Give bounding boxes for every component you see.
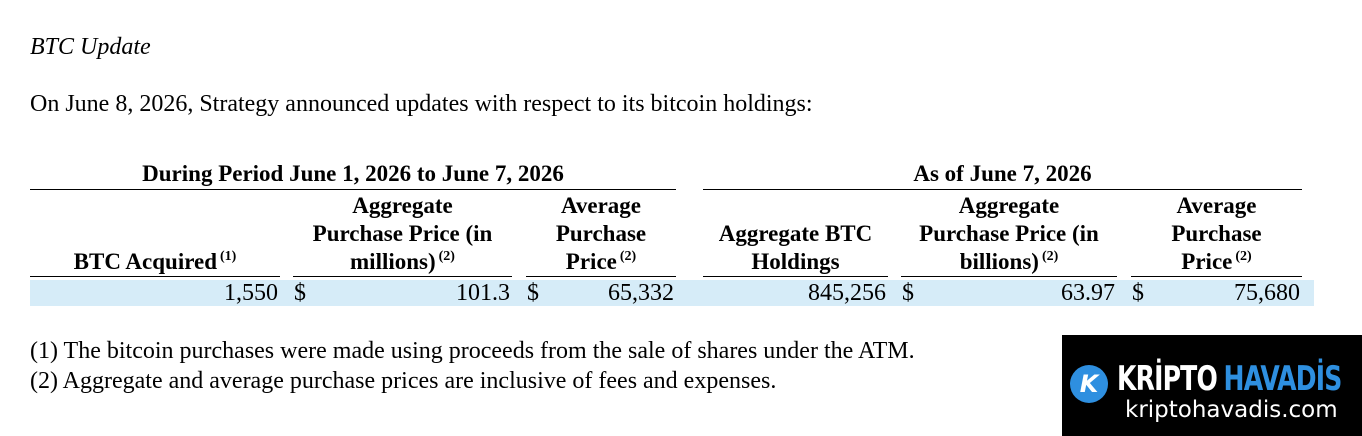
header-line: Purchase	[506, 220, 696, 248]
currency-symbol: $	[902, 280, 914, 306]
group-rule	[30, 189, 676, 190]
header-text: Purchase	[555, 221, 647, 246]
header-text: Aggregate BTC	[718, 221, 873, 246]
currency-symbol: $	[294, 280, 306, 306]
header-text: Average	[1176, 193, 1257, 218]
currency-symbol: $	[527, 280, 539, 306]
footnote-ref: (1)	[220, 249, 237, 264]
header-line: Average	[506, 192, 696, 220]
header-line: Aggregate	[881, 192, 1137, 220]
brand-left: KRİPTO	[1117, 359, 1218, 399]
header-text: Average	[560, 193, 642, 218]
header-line: Purchase Price (in	[273, 220, 532, 248]
group-rule	[703, 189, 1302, 190]
cell-value: 65,332	[608, 280, 674, 306]
row-highlight	[30, 280, 1314, 306]
header-line: millions) (2)	[273, 248, 532, 276]
column-rule	[30, 276, 280, 277]
column-header: Aggregate BTC Holdings	[683, 220, 908, 276]
watermark-url: kriptohavadis.com	[1125, 397, 1338, 423]
header-line: billions) (2)	[881, 248, 1137, 276]
group-header: During Period June 1, 2026 to June 7, 20…	[142, 161, 564, 186]
header-line: BTC Acquired (1)	[10, 248, 300, 276]
footnote: (2) Aggregate and average purchase price…	[30, 368, 777, 394]
column-header: Aggregate Purchase Price (in billions) (2)	[881, 192, 1137, 276]
footnote-ref: (2)	[1235, 249, 1252, 264]
group-header: As of June 7, 2026	[913, 161, 1092, 186]
header-line: Holdings	[683, 248, 908, 276]
header-line: Purchase Price (in	[881, 220, 1137, 248]
header-text: Price	[1181, 249, 1233, 274]
header-text: Aggregate	[352, 193, 453, 218]
footnote-ref: (2)	[619, 249, 637, 264]
header-text: BTC Acquired	[73, 249, 218, 274]
column-rule	[901, 276, 1117, 277]
header-text: Purchase Price (in	[312, 221, 493, 246]
header-text: millions)	[350, 249, 436, 274]
section-title: BTC Update	[30, 34, 151, 60]
watermark-brand: KRİPTO HAVADİS	[1117, 359, 1343, 399]
column-rule	[293, 276, 512, 277]
header-line: Price (2)	[1111, 248, 1322, 276]
column-rule	[703, 276, 888, 277]
header-text: Purchase	[1171, 221, 1262, 246]
column-header: Average Purchase Price (2)	[506, 192, 696, 276]
footnote: (1) The bitcoin purchases were made usin…	[30, 338, 915, 364]
header-line: Aggregate	[273, 192, 532, 220]
footnote-ref: (2)	[1041, 249, 1059, 264]
cell-value: 845,256	[808, 280, 886, 306]
cell-value: 1,550	[224, 280, 278, 306]
column-header: BTC Acquired (1)	[10, 248, 300, 276]
header-line: Average	[1111, 192, 1322, 220]
header-text: billions)	[959, 249, 1039, 274]
cell-value: 63.97	[1061, 280, 1115, 306]
header-line: Price (2)	[506, 248, 696, 276]
column-rule	[1131, 276, 1302, 277]
column-rule	[526, 276, 676, 277]
header-text: Aggregate	[958, 193, 1060, 218]
column-header: Aggregate Purchase Price (in millions) (2)	[273, 192, 532, 276]
header-line: Purchase	[1111, 220, 1322, 248]
intro-text: On June 8, 2026, Strategy announced upda…	[30, 91, 813, 117]
header-text: Holdings	[751, 249, 840, 274]
footnote-ref: (2)	[438, 249, 455, 264]
header-text: Price	[565, 249, 617, 274]
cell-value: 101.3	[456, 280, 510, 306]
header-line: Aggregate BTC	[683, 220, 908, 248]
column-header: Average Purchase Price (2)	[1111, 192, 1322, 276]
brand-right: HAVADİS	[1223, 359, 1343, 399]
watermark: K KRİPTO HAVADİS kriptohavadis.com	[1062, 335, 1362, 436]
header-text: Purchase Price (in	[919, 221, 1099, 246]
currency-symbol: $	[1132, 280, 1144, 306]
cell-value: 75,680	[1234, 280, 1300, 306]
watermark-logo: K	[1070, 365, 1108, 403]
